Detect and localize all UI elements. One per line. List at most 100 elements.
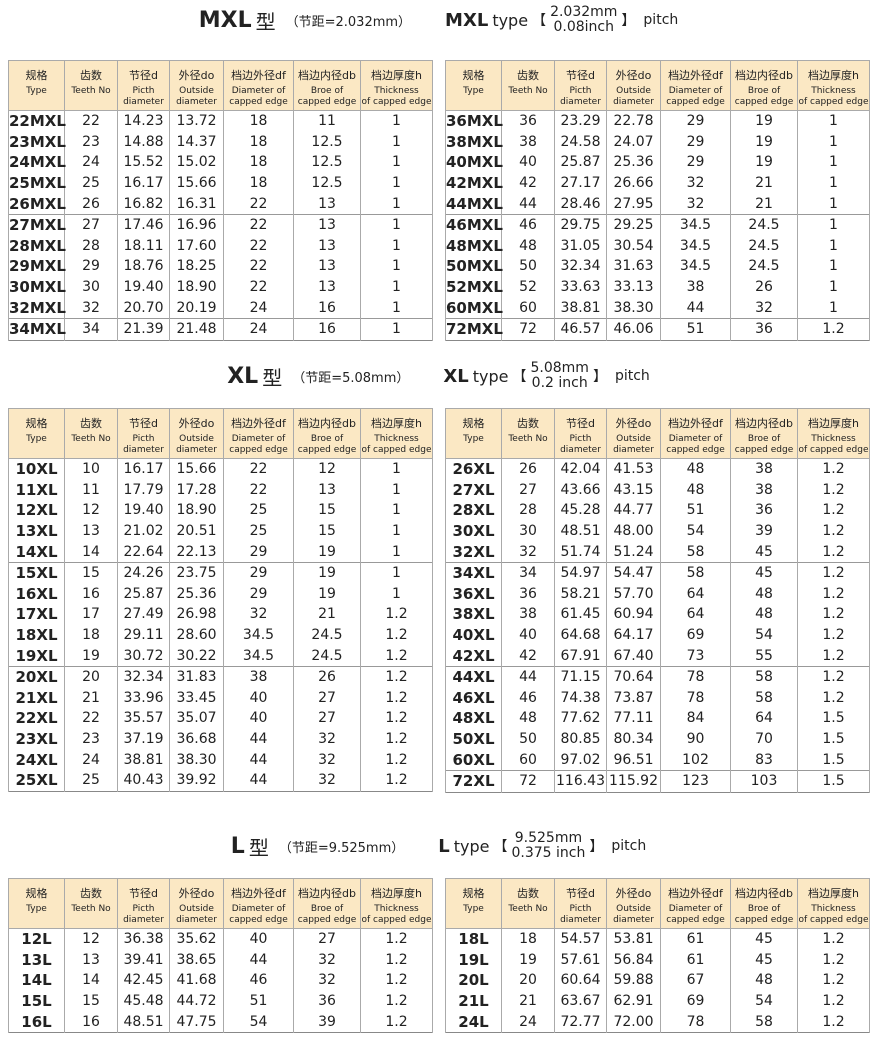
cell: 19: [293, 561, 361, 584]
cell: 25MXL: [8, 172, 66, 194]
cn-type: 型: [255, 9, 276, 34]
header-en: Diameter of: [668, 434, 723, 444]
header-en: diameter: [613, 915, 654, 925]
data-row: 14L 14 42.45 41.68 46 32 1.2: [8, 970, 433, 991]
data-row: 48MXL 48 31.05 30.54 34.5 24.5 1: [445, 235, 870, 257]
header-en: diameter: [613, 445, 654, 455]
cell: 1.2: [797, 317, 870, 341]
cell: 20: [501, 970, 555, 991]
data-row: 46XL 46 74.38 73.87 78 58 1.2: [445, 687, 870, 709]
cell: 1.2: [797, 990, 870, 1012]
cell: 32: [660, 172, 731, 194]
cell: 38: [223, 665, 294, 688]
spec-table: 规格 Type 齿数 Teeth No 节径d Picth diameter 外径do Outs…: [8, 408, 433, 792]
header-cell: 档边内径db Broe of capped edge: [293, 878, 361, 929]
cell: 18.25: [169, 256, 224, 277]
cell: 1: [360, 213, 433, 236]
cell: 62.91: [606, 990, 661, 1012]
cell: 61.45: [554, 604, 607, 625]
cell: 25: [223, 500, 294, 521]
cell: 1: [797, 297, 870, 319]
data-row: 32MXL 32 20.70 20.19 24 16 1: [8, 297, 433, 319]
head: 规格 Type 齿数 Teeth No 节径d Picth diameter 外径do Outs…: [8, 878, 433, 929]
cell: 15: [64, 561, 118, 584]
cell: 60XL: [445, 749, 502, 771]
belt-code: MXL: [445, 9, 489, 31]
data-row: 20XL 20 32.34 31.83 38 26 1.2: [8, 665, 433, 688]
cell: 15.66: [169, 458, 224, 480]
cell: 14.23: [117, 110, 170, 132]
cell: 1.2: [797, 928, 870, 950]
header-cell: 外径do Outside diameter: [169, 878, 224, 929]
cell: 39.41: [117, 949, 170, 971]
cell: 54: [730, 624, 798, 646]
cell: 36.38: [117, 928, 170, 950]
cell: 38: [730, 479, 798, 501]
cell: 27.95: [606, 193, 661, 215]
cell: 54: [660, 520, 731, 542]
data-row: 26MXL 26 16.82 16.31 22 13 1: [8, 193, 433, 215]
pitch-mm: 5.08mm: [530, 360, 589, 376]
cell: 21.48: [169, 317, 224, 341]
cell: 22MXL: [8, 110, 66, 132]
cell: 23XL: [8, 728, 65, 750]
cell: 21: [730, 193, 798, 215]
cell: 1: [797, 235, 870, 257]
cell: 23.29: [554, 110, 607, 132]
cell: 22XL: [8, 708, 65, 729]
cell: 1.2: [360, 970, 433, 991]
cell: 69: [660, 990, 731, 1012]
header-cell: 外径do Outside diameter: [606, 60, 661, 111]
cell: 14XL: [8, 541, 65, 563]
cell: 50MXL: [445, 256, 503, 277]
cell: 26: [293, 665, 361, 688]
cell: 19: [501, 949, 555, 971]
cell: 20: [64, 665, 118, 688]
data-row: 15XL 15 24.26 23.75 29 19 1: [8, 561, 433, 584]
cn-type: 型: [248, 835, 269, 860]
cell: 46.06: [606, 317, 661, 341]
cell: 18.11: [117, 235, 170, 257]
belt-code: XL: [443, 365, 469, 387]
header-en: Type: [26, 86, 47, 96]
cell: 12: [64, 500, 118, 521]
header-en: Teeth No: [508, 904, 548, 914]
cell: 43.66: [554, 479, 607, 501]
cell: 26.66: [606, 172, 661, 194]
cell: 36: [730, 500, 798, 521]
cell: 21.02: [117, 520, 170, 542]
cell: 16L: [8, 1011, 65, 1033]
cell: 18.90: [169, 500, 224, 521]
data-row: 44MXL 44 28.46 27.95 32 21 1: [445, 193, 870, 215]
cell: 48: [730, 970, 798, 991]
cell: 1: [360, 152, 433, 173]
cell: 13.72: [169, 110, 224, 132]
header-cn: 齿数: [80, 69, 102, 82]
header-cn: 档边内径db: [735, 887, 793, 900]
cell: 24: [223, 297, 294, 319]
cell: 1.2: [797, 665, 870, 688]
cell: 10XL: [8, 458, 65, 480]
header-cell: 档边内径db Broe of capped edge: [730, 60, 798, 111]
cell: 29: [223, 541, 294, 563]
cell: 64: [660, 604, 731, 625]
cell: 30.22: [169, 645, 224, 667]
header-cell: 齿数 Teeth No: [64, 878, 118, 929]
cell: 30.54: [606, 235, 661, 257]
header-en: of capped edge: [361, 97, 432, 107]
header-cell: 档边厚度h Thickness of capped edge: [797, 60, 870, 111]
cell: 40: [501, 624, 555, 646]
cell: 18: [501, 928, 555, 950]
cell: 21: [293, 604, 361, 625]
cell: 1.2: [360, 728, 433, 750]
cell: 27: [293, 928, 361, 950]
cell: 25: [223, 520, 294, 542]
header-en: of capped edge: [361, 445, 432, 455]
cell: 32: [730, 297, 798, 319]
data-row: 25MXL 25 16.17 15.66 18 12.5 1: [8, 172, 433, 194]
cell: 51.74: [554, 541, 607, 563]
header-en: diameter: [123, 445, 164, 455]
header-cell: 齿数 Teeth No: [64, 60, 118, 111]
header-cn: 齿数: [517, 417, 539, 430]
